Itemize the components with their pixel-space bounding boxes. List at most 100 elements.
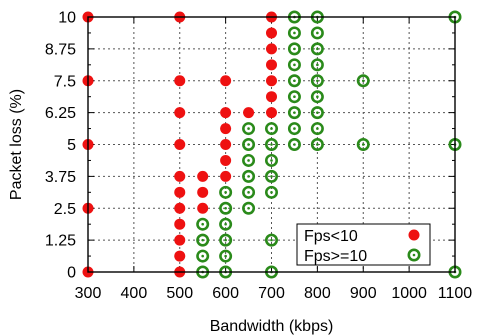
x-tick-label: 300 <box>75 285 102 302</box>
point-fps-high-dot <box>270 159 273 162</box>
point-fps-high <box>287 122 301 136</box>
point-fps-high-dot <box>224 254 227 258</box>
point-fps-low <box>174 139 186 150</box>
point-fps-high-ring <box>264 185 278 199</box>
point-fps-high <box>287 106 301 120</box>
point-fps-high <box>310 26 324 40</box>
x-tick-label: 1100 <box>438 285 473 302</box>
point-fps-high-dot <box>270 238 273 242</box>
point-fps-high-dot <box>224 206 227 210</box>
x-tick-label: 400 <box>121 285 148 302</box>
point-fps-low <box>174 250 186 262</box>
point-fps-high-dot <box>270 191 273 194</box>
point-fps-low <box>220 123 232 135</box>
point-fps-low <box>266 107 277 119</box>
point-fps-high-ring <box>264 169 278 183</box>
point-fps-high <box>287 42 301 56</box>
point-fps-high <box>310 58 324 72</box>
point-fps-high-ring <box>264 122 278 136</box>
point-fps-low <box>174 107 186 119</box>
point-fps-low <box>220 139 232 150</box>
y-tick-label: 1.25 <box>45 233 76 250</box>
point-fps-high-dot <box>361 143 365 146</box>
point-fps-high-dot <box>316 63 319 67</box>
point-fps-high-ring <box>356 74 370 88</box>
point-fps-high <box>264 185 278 199</box>
y-axis-label: Packet loss (%) <box>8 89 25 200</box>
point-fps-high-ring <box>287 58 301 72</box>
legend-label-fps-high: Fps>=10 <box>304 248 367 265</box>
point-fps-high-dot <box>247 191 250 194</box>
point-fps-high <box>264 169 278 183</box>
point-fps-low <box>266 59 277 71</box>
grid-lines <box>88 17 455 272</box>
point-fps-high-dot <box>316 47 319 51</box>
point-fps-low <box>266 27 277 39</box>
point-fps-high <box>287 138 301 152</box>
point-fps-high-dot <box>293 127 296 130</box>
point-fps-low <box>220 75 232 87</box>
point-fps-low <box>243 107 255 119</box>
point-fps-high <box>356 138 370 152</box>
x-tick-label: 1000 <box>391 285 427 302</box>
data-points <box>82 10 462 279</box>
point-fps-high-ring <box>219 201 233 215</box>
plot-frame <box>87 16 456 273</box>
point-fps-high <box>219 185 233 199</box>
point-fps-low <box>220 154 232 166</box>
point-fps-high-ring <box>287 90 301 104</box>
point-fps-high-dot <box>316 95 319 98</box>
point-fps-low <box>174 170 186 182</box>
legend-marker-fps-high-dot <box>412 253 416 257</box>
point-fps-high <box>264 122 278 136</box>
x-tick-label: 800 <box>304 285 331 302</box>
point-fps-high-dot <box>316 79 319 83</box>
x-axis-label: Bandwidth (kbps) <box>210 318 334 335</box>
point-fps-high-ring <box>287 106 301 120</box>
point-fps-high <box>242 201 256 215</box>
y-axis-ticks: 0 1.25 2.5 3.75 5 6.25 7.5 8.75 10 <box>45 10 455 282</box>
point-fps-high-ring <box>219 233 233 247</box>
point-fps-high-dot <box>293 31 296 35</box>
point-fps-high-ring <box>242 169 256 183</box>
point-fps-high-ring <box>196 233 210 247</box>
point-fps-high-dot <box>270 143 273 146</box>
point-fps-high-dot <box>224 191 227 194</box>
point-fps-high <box>356 74 370 88</box>
point-fps-low <box>220 107 232 119</box>
x-axis-ticks: 300 400 500 600 700 800 900 1000 1100 <box>75 17 473 302</box>
point-fps-high <box>242 153 256 167</box>
legend-marker-fps-low <box>408 229 420 241</box>
point-fps-high-ring <box>242 122 256 136</box>
point-fps-high-dot <box>293 47 296 51</box>
point-fps-high-dot <box>201 254 204 258</box>
point-fps-high <box>287 58 301 72</box>
point-fps-high-dot <box>247 143 250 146</box>
point-fps-high-ring <box>310 138 324 152</box>
point-fps-low <box>174 202 186 214</box>
point-fps-high <box>242 185 256 199</box>
point-fps-high-ring <box>310 42 324 56</box>
point-fps-high-ring <box>264 233 278 247</box>
point-fps-low <box>197 170 209 182</box>
point-fps-high-ring <box>310 58 324 72</box>
point-fps-high-dot <box>316 143 319 146</box>
point-fps-high <box>196 233 210 247</box>
point-fps-low <box>174 234 186 246</box>
point-fps-high-dot <box>293 95 296 98</box>
point-fps-high-dot <box>361 79 365 83</box>
point-fps-high-ring <box>219 249 233 263</box>
point-fps-high <box>264 153 278 167</box>
point-fps-high-dot <box>224 222 227 226</box>
point-fps-high-ring <box>242 201 256 215</box>
point-fps-high-ring <box>356 138 370 152</box>
point-fps-high <box>310 122 324 136</box>
point-fps-high-dot <box>270 175 273 178</box>
point-fps-high <box>196 249 210 263</box>
point-fps-high <box>264 233 278 247</box>
point-fps-high-dot <box>247 159 250 162</box>
point-fps-high-dot <box>247 206 250 210</box>
point-fps-high-dot <box>316 111 319 114</box>
point-fps-high-ring <box>310 106 324 120</box>
